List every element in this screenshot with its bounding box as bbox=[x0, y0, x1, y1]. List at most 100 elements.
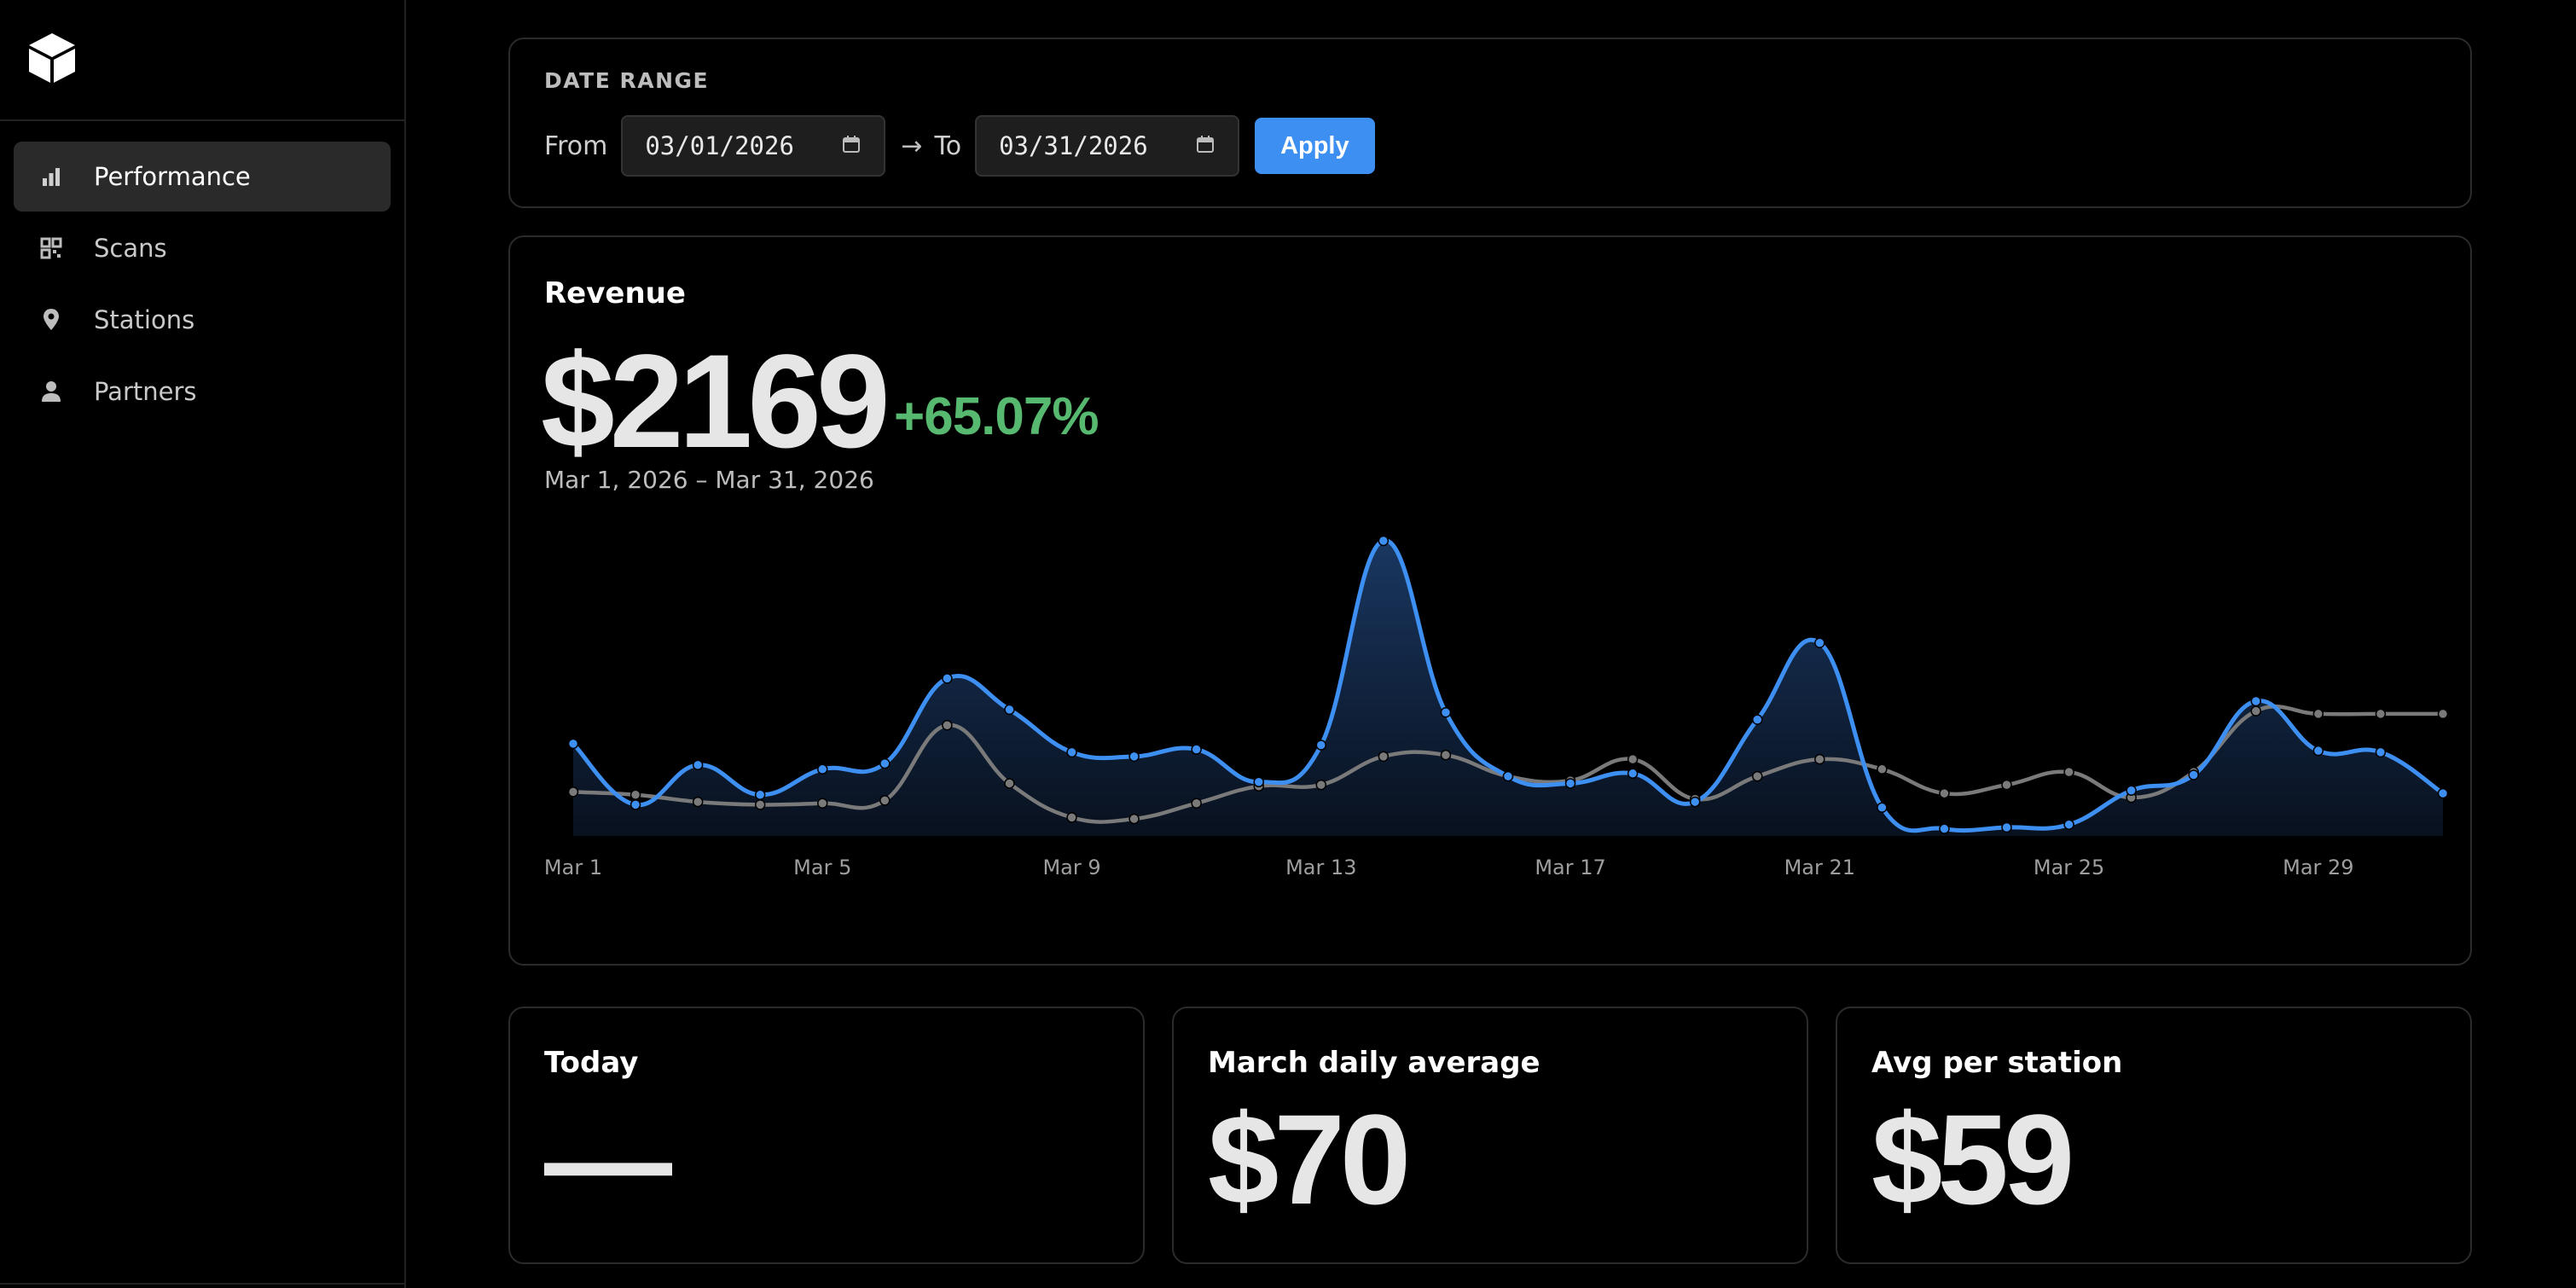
revenue-change: +65.07% bbox=[894, 387, 1099, 446]
data-point-comparison-31[interactable] bbox=[2437, 708, 2449, 720]
sidebar-item-label: Stations bbox=[94, 305, 195, 334]
location-pin-icon bbox=[38, 306, 65, 334]
data-point-current-22[interactable] bbox=[1877, 802, 1888, 813]
bar-chart-icon bbox=[38, 163, 65, 190]
data-point-current-6[interactable] bbox=[879, 757, 891, 769]
data-point-comparison-2[interactable] bbox=[629, 789, 641, 801]
person-icon bbox=[38, 378, 65, 405]
sidebar-nav: Performance Scans Stations bbox=[0, 121, 404, 449]
calendar-icon[interactable] bbox=[841, 131, 862, 160]
sidebar-item-partners[interactable]: Partners bbox=[14, 357, 391, 426]
sidebar-item-performance[interactable]: Performance bbox=[14, 142, 391, 212]
revenue-card: Revenue $2169 +65.07% Mar 1, 2026 – Mar … bbox=[508, 235, 2472, 966]
data-point-comparison-14[interactable] bbox=[1378, 751, 1390, 763]
data-point-current-12[interactable] bbox=[1253, 776, 1264, 788]
data-point-comparison-25[interactable] bbox=[2063, 766, 2074, 778]
qr-code-icon bbox=[38, 235, 65, 262]
data-point-comparison-10[interactable] bbox=[1128, 813, 1140, 825]
x-tick-label: Mar 5 bbox=[793, 856, 851, 879]
data-point-comparison-20[interactable] bbox=[1752, 770, 1763, 782]
from-label: From bbox=[544, 131, 608, 161]
sidebar: Performance Scans Stations bbox=[0, 0, 406, 1288]
revenue-title: Revenue bbox=[544, 276, 686, 310]
from-date-input[interactable]: 03/01/2026 bbox=[621, 115, 886, 177]
arrow-right-icon: → bbox=[901, 131, 923, 161]
data-point-current-3[interactable] bbox=[692, 759, 704, 771]
x-tick-label: Mar 13 bbox=[1285, 856, 1356, 879]
to-label: To bbox=[934, 131, 962, 161]
revenue-value: $2169 bbox=[541, 328, 891, 476]
data-point-current-27[interactable] bbox=[2188, 769, 2199, 780]
data-point-current-15[interactable] bbox=[1440, 707, 1452, 718]
from-date-value: 03/01/2026 bbox=[645, 131, 794, 160]
data-point-current-18[interactable] bbox=[1627, 768, 1639, 780]
date-range-card: DATE RANGE From 03/01/2026 → To 03/31/20… bbox=[508, 38, 2472, 208]
data-point-comparison-22[interactable] bbox=[1877, 763, 1888, 775]
x-tick-label: Mar 21 bbox=[1784, 856, 1855, 879]
data-point-current-8[interactable] bbox=[1004, 704, 1015, 716]
data-point-current-19[interactable] bbox=[1689, 796, 1701, 808]
data-point-current-1[interactable] bbox=[567, 738, 579, 750]
data-point-current-30[interactable] bbox=[2375, 746, 2387, 758]
stat-title: Avg per station bbox=[1871, 1046, 2123, 1080]
data-point-current-20[interactable] bbox=[1752, 714, 1763, 725]
data-point-comparison-21[interactable] bbox=[1814, 753, 1825, 765]
revenue-date-range: Mar 1, 2026 – Mar 31, 2026 bbox=[544, 466, 874, 494]
data-point-current-5[interactable] bbox=[817, 763, 828, 775]
data-point-comparison-1[interactable] bbox=[567, 786, 579, 798]
data-point-comparison-30[interactable] bbox=[2375, 708, 2387, 720]
data-point-comparison-11[interactable] bbox=[1191, 798, 1202, 809]
sidebar-item-label: Partners bbox=[94, 377, 197, 406]
data-point-current-28[interactable] bbox=[2250, 695, 2262, 707]
data-point-comparison-3[interactable] bbox=[692, 796, 704, 808]
revenue-area-fill bbox=[573, 540, 2443, 836]
data-point-current-7[interactable] bbox=[942, 673, 953, 684]
data-point-current-10[interactable] bbox=[1128, 751, 1140, 763]
sidebar-item-stations[interactable]: Stations bbox=[14, 285, 391, 355]
data-point-current-4[interactable] bbox=[754, 789, 766, 801]
data-point-comparison-4[interactable] bbox=[754, 799, 766, 810]
data-point-comparison-13[interactable] bbox=[1315, 779, 1327, 791]
to-date-value: 03/31/2026 bbox=[999, 131, 1148, 160]
data-point-comparison-18[interactable] bbox=[1627, 753, 1639, 765]
x-tick-label: Mar 1 bbox=[544, 856, 602, 879]
data-point-comparison-29[interactable] bbox=[2312, 708, 2324, 720]
data-point-current-13[interactable] bbox=[1315, 740, 1327, 751]
stat-value: $59 bbox=[1871, 1088, 2074, 1231]
data-point-current-16[interactable] bbox=[1502, 770, 1514, 782]
to-date-input[interactable]: 03/31/2026 bbox=[975, 115, 1240, 177]
data-point-current-21[interactable] bbox=[1814, 637, 1825, 648]
x-tick-label: Mar 17 bbox=[1535, 856, 1605, 879]
data-point-current-23[interactable] bbox=[1939, 823, 1950, 834]
data-point-comparison-7[interactable] bbox=[942, 719, 953, 731]
data-point-current-9[interactable] bbox=[1066, 746, 1077, 758]
cube-logo-icon[interactable] bbox=[27, 32, 77, 88]
stat-title: March daily average bbox=[1208, 1046, 1540, 1080]
data-point-comparison-24[interactable] bbox=[2001, 779, 2012, 791]
data-point-comparison-28[interactable] bbox=[2250, 705, 2262, 717]
data-point-comparison-8[interactable] bbox=[1004, 778, 1015, 789]
x-tick-label: Mar 29 bbox=[2283, 856, 2353, 879]
data-point-current-25[interactable] bbox=[2063, 819, 2074, 830]
data-point-current-17[interactable] bbox=[1564, 778, 1576, 789]
data-point-current-24[interactable] bbox=[2001, 821, 2012, 833]
calendar-icon[interactable] bbox=[1195, 131, 1215, 160]
data-point-comparison-23[interactable] bbox=[1939, 787, 1950, 799]
brand-header bbox=[0, 0, 404, 121]
data-point-current-29[interactable] bbox=[2312, 745, 2324, 757]
stat-card-today: Today — bbox=[508, 1007, 1145, 1264]
data-point-comparison-9[interactable] bbox=[1066, 812, 1077, 823]
sidebar-item-label: Scans bbox=[94, 234, 167, 263]
data-point-current-11[interactable] bbox=[1191, 744, 1202, 755]
data-point-comparison-6[interactable] bbox=[879, 795, 891, 806]
data-point-current-14[interactable] bbox=[1378, 535, 1390, 547]
revenue-chart: Mar 1 Mar 5 Mar 9 Mar 13 Mar 17 Mar 21 Mar 25 M… bbox=[544, 535, 2449, 879]
apply-button[interactable]: Apply bbox=[1255, 118, 1375, 174]
data-point-comparison-15[interactable] bbox=[1440, 749, 1452, 761]
data-point-current-2[interactable] bbox=[629, 799, 641, 810]
data-point-current-26[interactable] bbox=[2126, 785, 2137, 797]
date-range-row: From 03/01/2026 → To 03/31/2026 Apply bbox=[544, 115, 2436, 177]
sidebar-item-scans[interactable]: Scans bbox=[14, 213, 391, 283]
data-point-current-31[interactable] bbox=[2437, 787, 2449, 799]
data-point-comparison-5[interactable] bbox=[817, 798, 828, 809]
